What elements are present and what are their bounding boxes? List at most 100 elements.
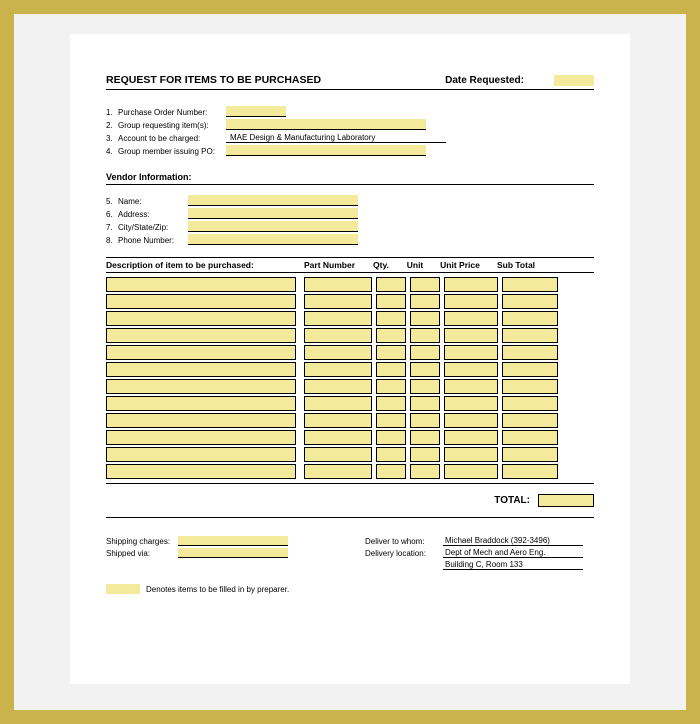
- vendor-phone-input[interactable]: [188, 234, 358, 245]
- price-cell[interactable]: [444, 396, 498, 411]
- description-cell[interactable]: [106, 345, 296, 360]
- field-num-4: 4.: [106, 147, 118, 156]
- price-cell[interactable]: [444, 447, 498, 462]
- deliver-to-label: Deliver to whom:: [365, 537, 443, 546]
- qty-cell[interactable]: [376, 430, 406, 445]
- price-cell[interactable]: [444, 362, 498, 377]
- price-cell[interactable]: [444, 328, 498, 343]
- delivery-loc-line2: Building C, Room 133: [443, 560, 583, 570]
- part-cell[interactable]: [304, 379, 372, 394]
- unit-cell[interactable]: [410, 464, 440, 479]
- description-cell[interactable]: [106, 294, 296, 309]
- field-num-8: 8.: [106, 236, 118, 245]
- subtotal-cell[interactable]: [502, 328, 558, 343]
- delivery-loc-line1: Dept of Mech and Aero Eng.: [443, 548, 583, 558]
- subtotal-cell[interactable]: [502, 413, 558, 428]
- description-cell[interactable]: [106, 464, 296, 479]
- subtotal-cell[interactable]: [502, 345, 558, 360]
- shipping-charges-input[interactable]: [178, 536, 288, 546]
- qty-cell[interactable]: [376, 379, 406, 394]
- unit-cell[interactable]: [410, 345, 440, 360]
- price-cell[interactable]: [444, 464, 498, 479]
- part-cell[interactable]: [304, 294, 372, 309]
- unit-cell[interactable]: [410, 396, 440, 411]
- unit-cell[interactable]: [410, 430, 440, 445]
- qty-cell[interactable]: [376, 413, 406, 428]
- description-cell[interactable]: [106, 396, 296, 411]
- price-cell[interactable]: [444, 430, 498, 445]
- description-cell[interactable]: [106, 311, 296, 326]
- qty-cell[interactable]: [376, 311, 406, 326]
- price-cell[interactable]: [444, 294, 498, 309]
- part-cell[interactable]: [304, 430, 372, 445]
- group-requesting-input[interactable]: [226, 119, 426, 130]
- price-cell[interactable]: [444, 277, 498, 292]
- qty-cell[interactable]: [376, 345, 406, 360]
- price-cell[interactable]: [444, 379, 498, 394]
- unit-cell[interactable]: [410, 328, 440, 343]
- part-cell[interactable]: [304, 447, 372, 462]
- unit-cell[interactable]: [410, 447, 440, 462]
- date-requested-input[interactable]: [554, 75, 594, 86]
- description-cell[interactable]: [106, 277, 296, 292]
- vendor-address-label: Address:: [118, 210, 188, 219]
- qty-cell[interactable]: [376, 362, 406, 377]
- deliver-to-value: Michael Braddock (392-3496): [443, 536, 583, 546]
- table-header-rule: [106, 272, 594, 273]
- price-cell[interactable]: [444, 311, 498, 326]
- footer: Shipping charges: Shipped via: Deliver t…: [106, 534, 594, 570]
- subtotal-cell[interactable]: [502, 379, 558, 394]
- vendor-city-input[interactable]: [188, 221, 358, 232]
- footer-left: Shipping charges: Shipped via:: [106, 534, 335, 570]
- unit-cell[interactable]: [410, 294, 440, 309]
- po-number-input[interactable]: [226, 106, 286, 117]
- unit-cell[interactable]: [410, 311, 440, 326]
- unit-cell[interactable]: [410, 413, 440, 428]
- subtotal-cell[interactable]: [502, 447, 558, 462]
- subtotal-cell[interactable]: [502, 362, 558, 377]
- price-cell[interactable]: [444, 413, 498, 428]
- delivery-loc-label: Delivery location:: [365, 549, 443, 558]
- shipped-via-input[interactable]: [178, 548, 288, 558]
- qty-cell[interactable]: [376, 277, 406, 292]
- part-cell[interactable]: [304, 362, 372, 377]
- price-cell[interactable]: [444, 345, 498, 360]
- table-bottom-rule: [106, 483, 594, 484]
- description-cell[interactable]: [106, 413, 296, 428]
- footer-right: Deliver to whom: Michael Braddock (392-3…: [365, 534, 594, 570]
- unit-cell[interactable]: [410, 277, 440, 292]
- vendor-name-input[interactable]: [188, 195, 358, 206]
- subtotal-cell[interactable]: [502, 464, 558, 479]
- unit-cell[interactable]: [410, 379, 440, 394]
- subtotal-cell[interactable]: [502, 396, 558, 411]
- part-cell[interactable]: [304, 413, 372, 428]
- unit-cell[interactable]: [410, 362, 440, 377]
- qty-cell[interactable]: [376, 447, 406, 462]
- part-cell[interactable]: [304, 311, 372, 326]
- part-cell[interactable]: [304, 345, 372, 360]
- description-cell[interactable]: [106, 328, 296, 343]
- total-row: TOTAL:: [106, 494, 594, 507]
- qty-cell[interactable]: [376, 294, 406, 309]
- part-cell[interactable]: [304, 328, 372, 343]
- description-cell[interactable]: [106, 379, 296, 394]
- total-input[interactable]: [538, 494, 594, 507]
- item-row: [106, 311, 594, 326]
- qty-cell[interactable]: [376, 328, 406, 343]
- subtotal-cell[interactable]: [502, 277, 558, 292]
- th-part: Part Number: [296, 260, 364, 270]
- part-cell[interactable]: [304, 464, 372, 479]
- subtotal-cell[interactable]: [502, 430, 558, 445]
- description-cell[interactable]: [106, 362, 296, 377]
- subtotal-cell[interactable]: [502, 311, 558, 326]
- form-page: REQUEST FOR ITEMS TO BE PURCHASED Date R…: [70, 34, 630, 684]
- qty-cell[interactable]: [376, 464, 406, 479]
- description-cell[interactable]: [106, 447, 296, 462]
- vendor-address-input[interactable]: [188, 208, 358, 219]
- description-cell[interactable]: [106, 430, 296, 445]
- subtotal-cell[interactable]: [502, 294, 558, 309]
- issuer-input[interactable]: [226, 145, 426, 156]
- qty-cell[interactable]: [376, 396, 406, 411]
- part-cell[interactable]: [304, 396, 372, 411]
- part-cell[interactable]: [304, 277, 372, 292]
